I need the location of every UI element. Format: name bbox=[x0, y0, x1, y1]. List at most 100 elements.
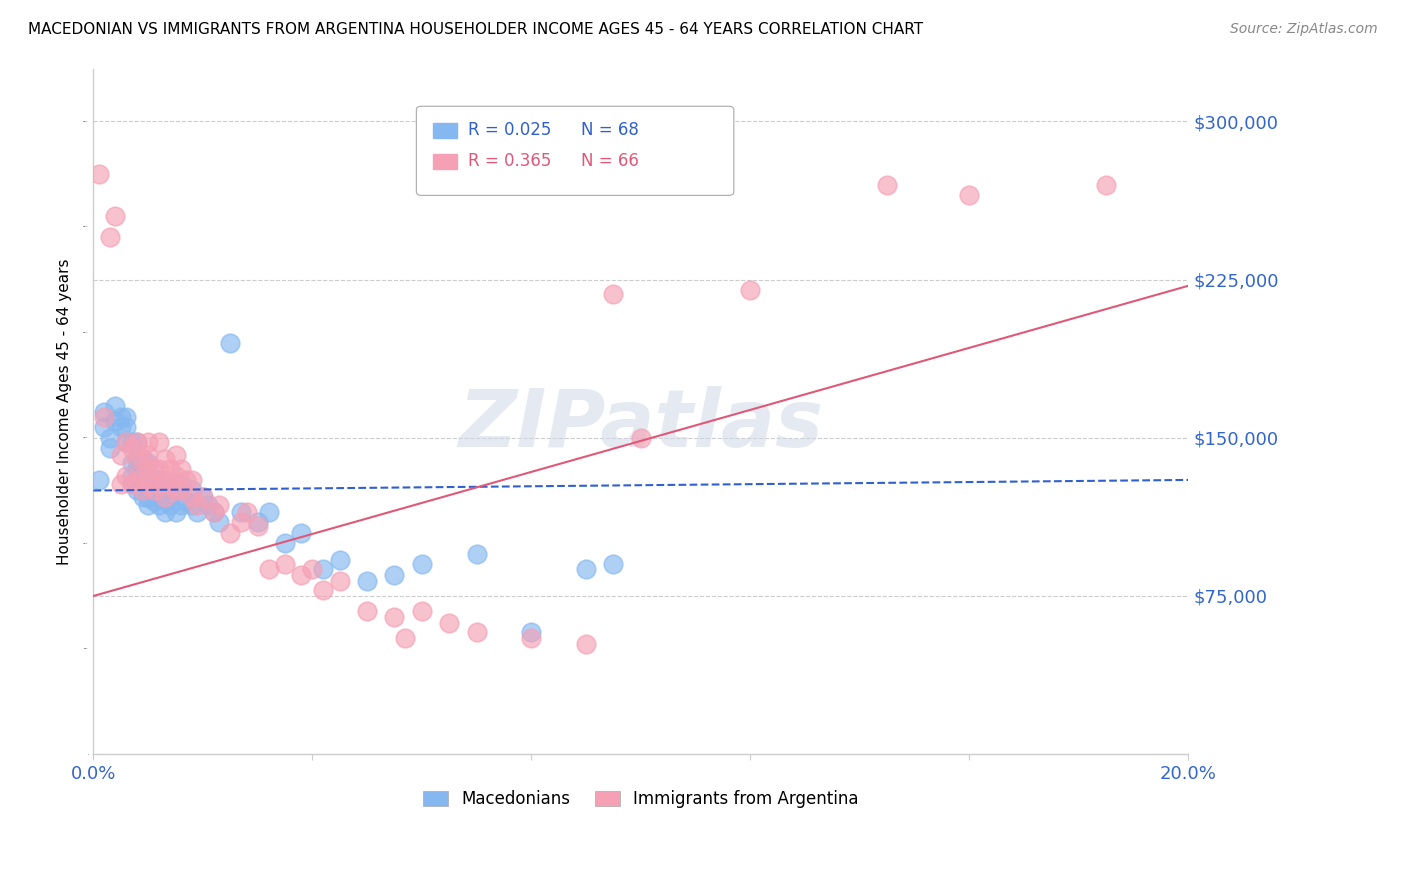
Point bbox=[465, 624, 488, 639]
Point bbox=[575, 561, 598, 575]
Point bbox=[165, 483, 187, 498]
Bar bbox=[433, 153, 457, 169]
Point bbox=[115, 409, 138, 424]
Point bbox=[98, 431, 121, 445]
Point bbox=[356, 574, 378, 589]
Point bbox=[148, 434, 170, 449]
Point bbox=[110, 448, 132, 462]
Point bbox=[127, 451, 149, 466]
Point bbox=[136, 456, 159, 470]
Point bbox=[176, 494, 198, 508]
Point bbox=[131, 451, 153, 466]
Point bbox=[127, 473, 149, 487]
Point bbox=[312, 582, 335, 597]
Point bbox=[142, 483, 165, 498]
Point bbox=[153, 473, 176, 487]
Point bbox=[181, 490, 204, 504]
Point bbox=[202, 505, 225, 519]
Point bbox=[153, 490, 176, 504]
Text: N = 68: N = 68 bbox=[581, 121, 638, 139]
Point bbox=[93, 405, 115, 419]
Point bbox=[170, 498, 193, 512]
Point bbox=[231, 505, 253, 519]
Point bbox=[384, 567, 406, 582]
Point bbox=[170, 477, 193, 491]
Point bbox=[148, 490, 170, 504]
Point bbox=[153, 494, 176, 508]
Point bbox=[136, 462, 159, 476]
Legend: Macedonians, Immigrants from Argentina: Macedonians, Immigrants from Argentina bbox=[416, 783, 866, 814]
Point bbox=[131, 468, 153, 483]
Point bbox=[136, 498, 159, 512]
Point bbox=[93, 409, 115, 424]
Point bbox=[257, 561, 280, 575]
Text: N = 66: N = 66 bbox=[581, 153, 638, 170]
Point bbox=[136, 434, 159, 449]
Point bbox=[957, 188, 980, 202]
Point bbox=[121, 442, 143, 456]
Point bbox=[136, 448, 159, 462]
Point bbox=[121, 477, 143, 491]
Point bbox=[520, 631, 543, 645]
Point bbox=[602, 287, 624, 301]
Point bbox=[115, 468, 138, 483]
Point bbox=[121, 468, 143, 483]
Point bbox=[246, 515, 269, 529]
Point bbox=[110, 477, 132, 491]
Point bbox=[87, 473, 110, 487]
Point bbox=[104, 399, 127, 413]
Point bbox=[148, 473, 170, 487]
Point bbox=[630, 431, 652, 445]
Point bbox=[153, 451, 176, 466]
Point bbox=[136, 477, 159, 491]
Point bbox=[104, 414, 127, 428]
Point bbox=[159, 477, 181, 491]
Text: R = 0.025: R = 0.025 bbox=[468, 121, 551, 139]
Point bbox=[127, 462, 149, 476]
Point bbox=[127, 483, 149, 498]
Point bbox=[231, 515, 253, 529]
Point bbox=[384, 610, 406, 624]
Point bbox=[159, 462, 181, 476]
Point bbox=[121, 477, 143, 491]
Point bbox=[159, 498, 181, 512]
Point bbox=[153, 483, 176, 498]
Point bbox=[186, 505, 208, 519]
Point bbox=[165, 483, 187, 498]
Point bbox=[131, 490, 153, 504]
Point bbox=[197, 498, 219, 512]
Point bbox=[301, 561, 323, 575]
Point bbox=[219, 335, 242, 350]
Point bbox=[131, 477, 153, 491]
Point bbox=[136, 468, 159, 483]
Point bbox=[115, 434, 138, 449]
Point bbox=[740, 283, 762, 297]
Point bbox=[121, 456, 143, 470]
Point bbox=[148, 477, 170, 491]
Point bbox=[274, 558, 297, 572]
Point bbox=[181, 483, 204, 498]
Text: R = 0.365: R = 0.365 bbox=[468, 153, 551, 170]
Point bbox=[165, 505, 187, 519]
Point bbox=[153, 505, 176, 519]
Point bbox=[142, 462, 165, 476]
Point bbox=[170, 462, 193, 476]
Point bbox=[181, 498, 204, 512]
Point bbox=[170, 483, 193, 498]
Point bbox=[142, 494, 165, 508]
Point bbox=[411, 604, 433, 618]
Point bbox=[136, 490, 159, 504]
Point bbox=[520, 624, 543, 639]
Point bbox=[110, 409, 132, 424]
Point bbox=[208, 498, 231, 512]
Point bbox=[181, 473, 204, 487]
Point bbox=[329, 553, 352, 567]
Text: Source: ZipAtlas.com: Source: ZipAtlas.com bbox=[1230, 22, 1378, 37]
Point bbox=[312, 561, 335, 575]
Point bbox=[876, 178, 898, 192]
Bar bbox=[433, 123, 457, 137]
Point bbox=[202, 505, 225, 519]
Point bbox=[104, 209, 127, 223]
Point bbox=[127, 434, 149, 449]
Text: MACEDONIAN VS IMMIGRANTS FROM ARGENTINA HOUSEHOLDER INCOME AGES 45 - 64 YEARS CO: MACEDONIAN VS IMMIGRANTS FROM ARGENTINA … bbox=[28, 22, 924, 37]
